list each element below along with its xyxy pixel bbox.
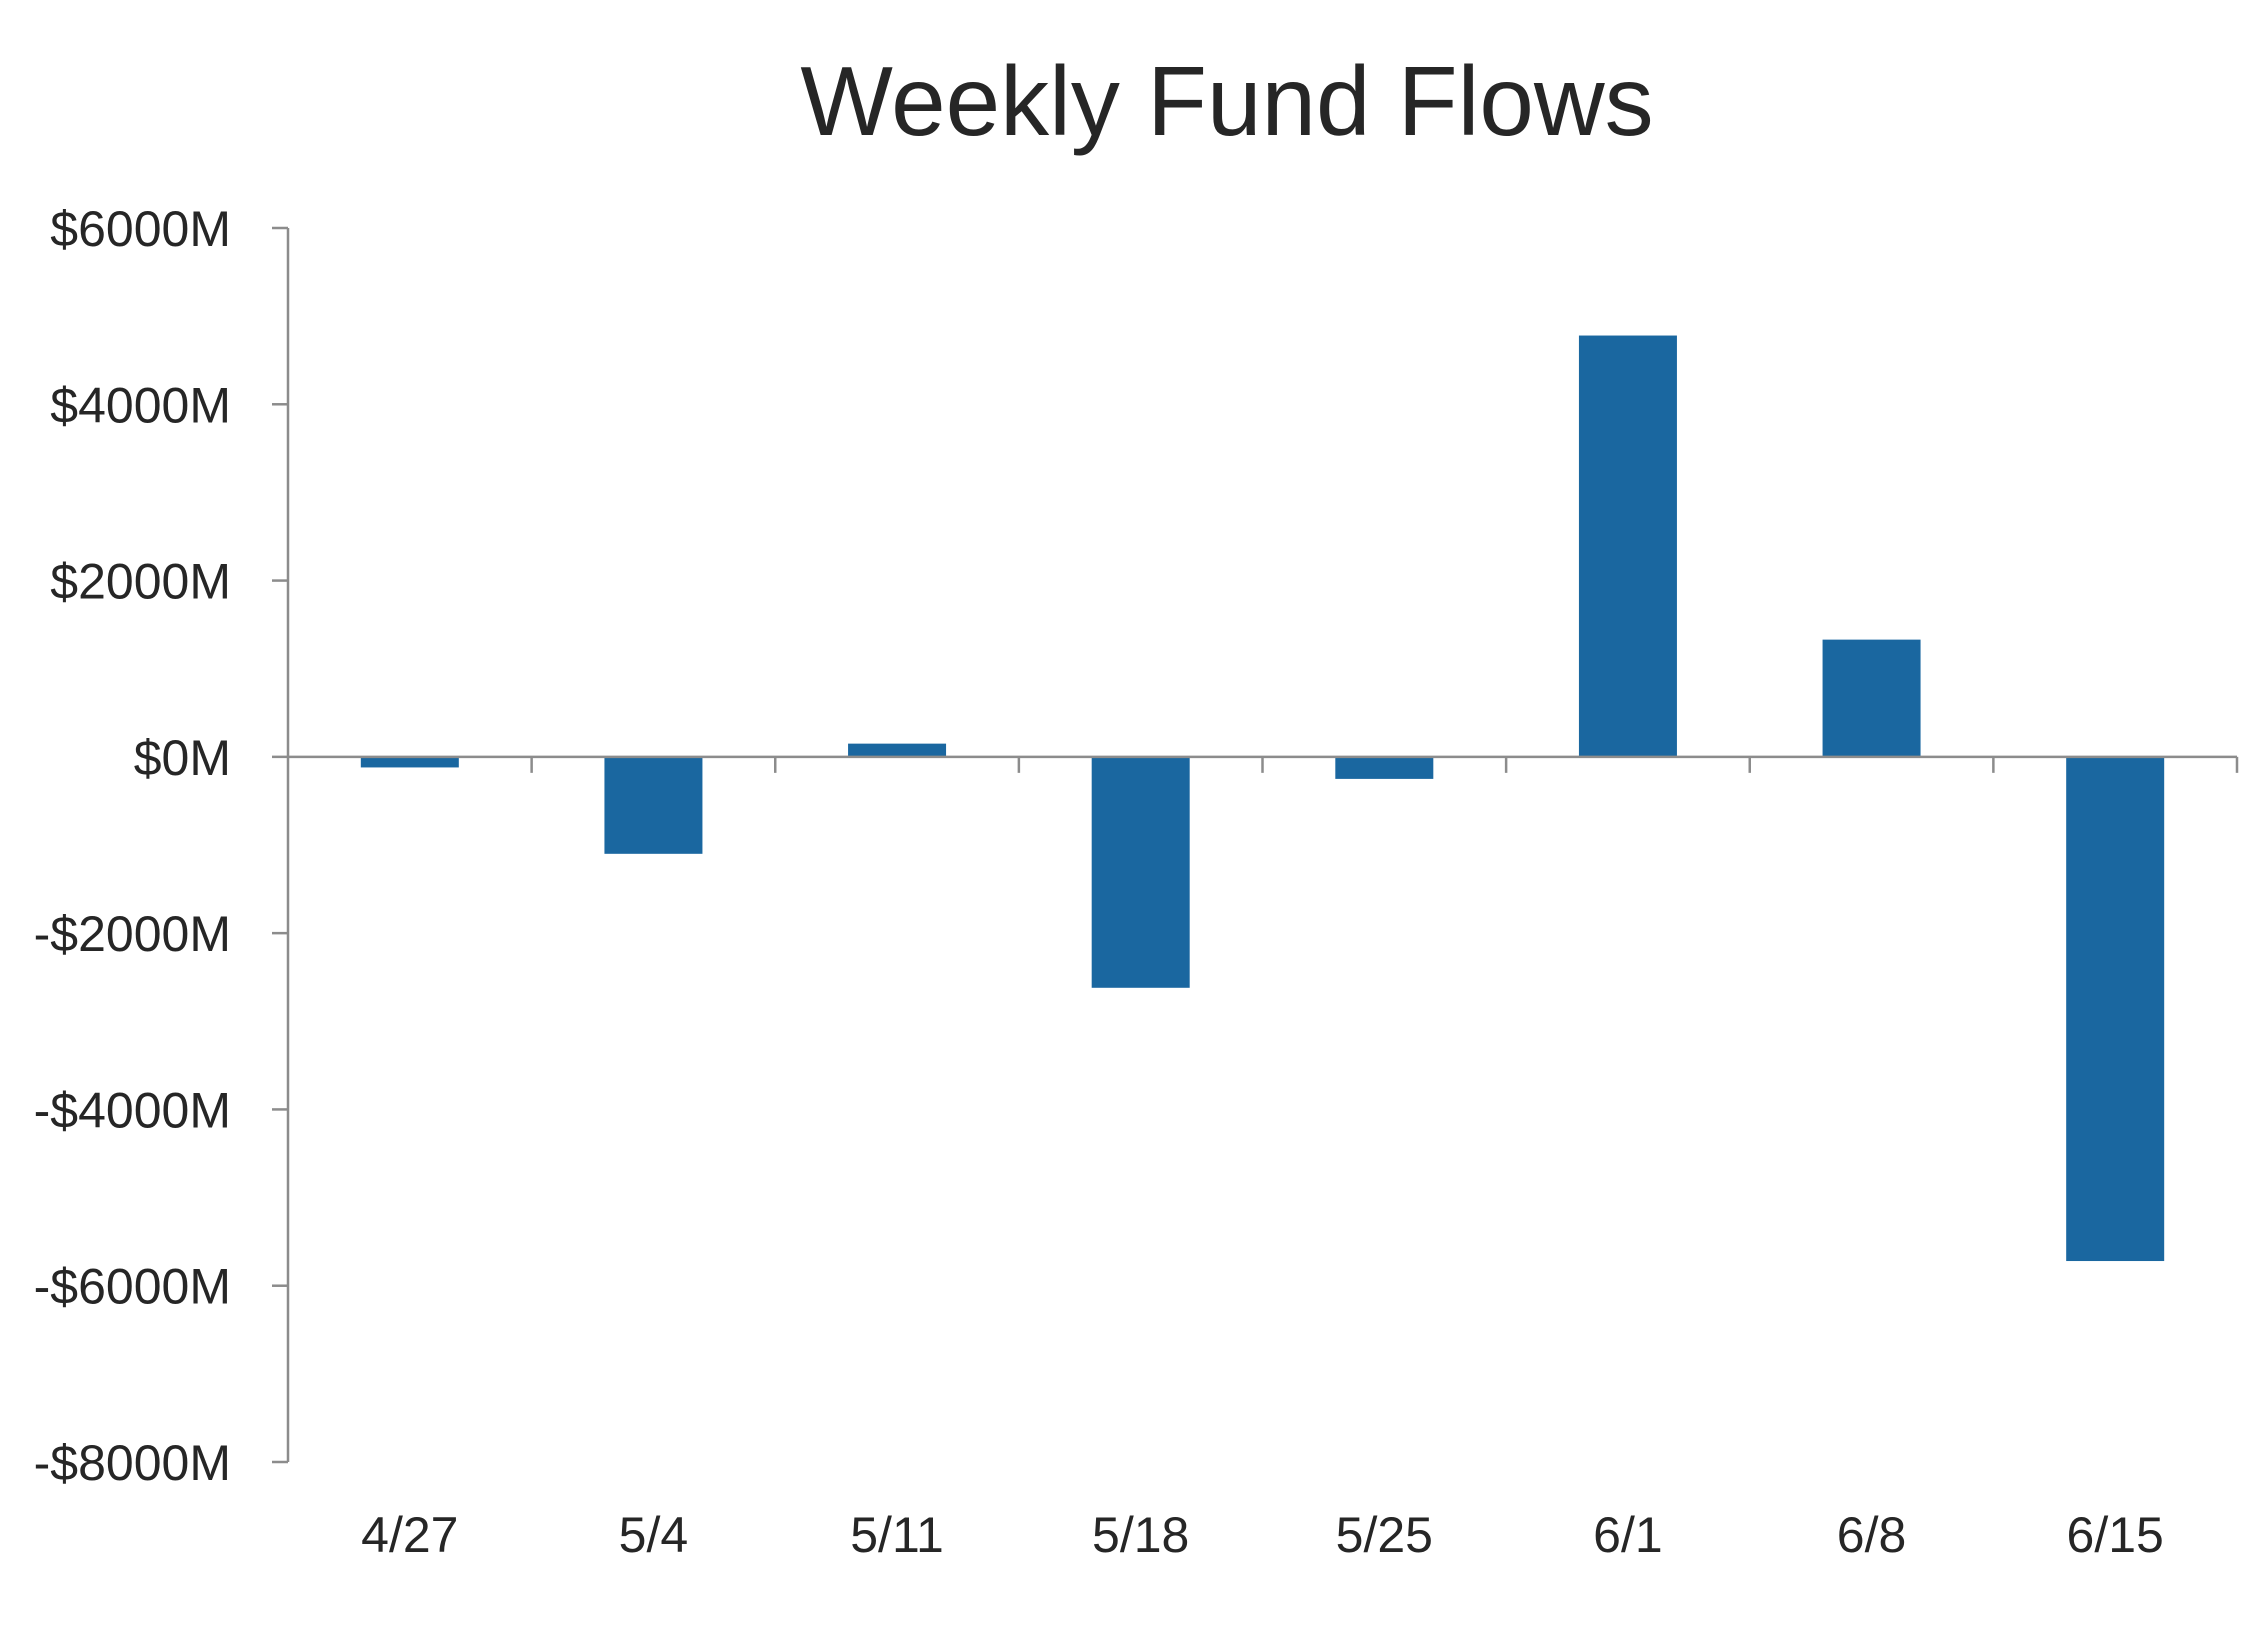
x-tick-label: 6/15 bbox=[2067, 1507, 2164, 1563]
x-tick-label: 5/25 bbox=[1336, 1507, 1433, 1563]
bar-5-18 bbox=[1091, 756, 1190, 988]
bar-5-25 bbox=[1335, 756, 1434, 779]
y-tick-label: -$2000M bbox=[34, 906, 231, 962]
x-tick-label: 5/18 bbox=[1092, 1507, 1189, 1563]
bar-4-27 bbox=[360, 756, 459, 768]
y-tick-label: -$6000M bbox=[34, 1259, 231, 1315]
y-tick-label: $0M bbox=[134, 730, 231, 786]
x-tick-label: 5/11 bbox=[850, 1507, 944, 1563]
y-tick-label: $2000M bbox=[50, 554, 231, 610]
y-tick-label: -$4000M bbox=[34, 1082, 231, 1138]
x-tick-label: 5/4 bbox=[619, 1507, 689, 1563]
plot-area: $6000M $4000M $2000M $0M -$2000M -$4000M -$600… bbox=[34, 201, 2239, 1563]
bar-6-8 bbox=[1822, 639, 1921, 757]
x-tick-label: 6/1 bbox=[1593, 1507, 1663, 1563]
bar-5-4 bbox=[604, 756, 703, 854]
chart-title: Weekly Fund Flows bbox=[800, 46, 1653, 156]
bar-6-1 bbox=[1578, 335, 1677, 757]
bar-6-15 bbox=[2066, 756, 2165, 1262]
x-tick-label: 4/27 bbox=[361, 1507, 458, 1563]
x-tick-label: 6/8 bbox=[1837, 1507, 1907, 1563]
y-tick-label: $4000M bbox=[50, 377, 231, 433]
y-tick-label: -$8000M bbox=[34, 1435, 231, 1491]
y-tick-label: $6000M bbox=[50, 201, 231, 257]
bar-5-11 bbox=[848, 743, 947, 757]
